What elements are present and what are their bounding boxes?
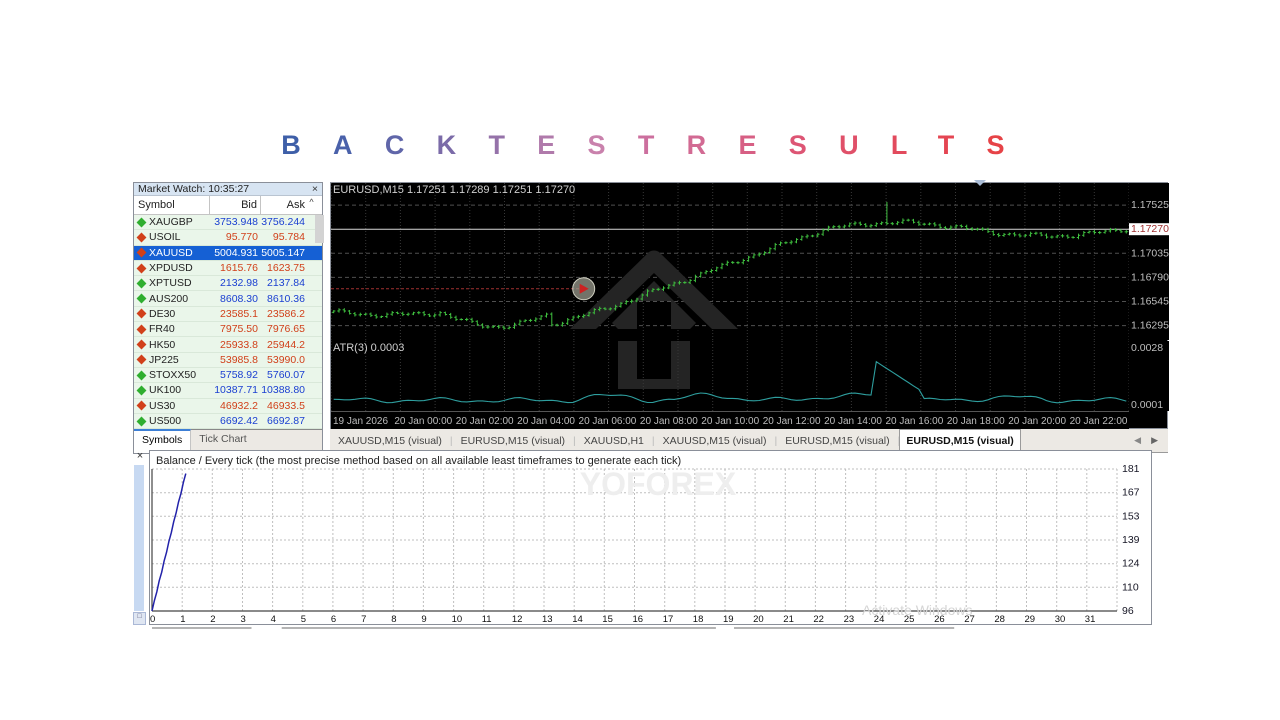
svg-text:17: 17 (663, 614, 674, 625)
svg-text:28: 28 (994, 614, 1005, 625)
svg-text:3: 3 (241, 614, 246, 625)
svg-text:20 Jan 14:00: 20 Jan 14:00 (824, 416, 882, 427)
svg-text:167: 167 (1122, 487, 1140, 499)
svg-text:10: 10 (452, 614, 463, 625)
svg-text:7: 7 (361, 614, 366, 625)
svg-text:20 Jan 22:00: 20 Jan 22:00 (1070, 416, 1128, 427)
svg-text:1.16295: 1.16295 (1131, 320, 1169, 332)
svg-text:1.17270: 1.17270 (1131, 223, 1169, 235)
svg-text:124: 124 (1122, 558, 1140, 570)
svg-text:20 Jan 02:00: 20 Jan 02:00 (456, 416, 514, 427)
svg-text:22: 22 (813, 614, 824, 625)
svg-text:29: 29 (1025, 614, 1036, 625)
svg-text:2: 2 (210, 614, 215, 625)
svg-text:20 Jan 12:00: 20 Jan 12:00 (763, 416, 821, 427)
svg-text:20 Jan 10:00: 20 Jan 10:00 (701, 416, 759, 427)
svg-text:0: 0 (150, 614, 155, 625)
svg-text:110: 110 (1122, 581, 1139, 593)
svg-text:ATR(3) 0.0003: ATR(3) 0.0003 (333, 342, 404, 354)
svg-text:8: 8 (391, 614, 396, 625)
svg-text:13: 13 (542, 614, 553, 625)
svg-text:Activate Windows: Activate Windows (862, 602, 972, 618)
svg-text:9: 9 (421, 614, 426, 625)
svg-text:1: 1 (180, 614, 185, 625)
svg-text:30: 30 (1055, 614, 1066, 625)
svg-text:20 Jan 04:00: 20 Jan 04:00 (517, 416, 575, 427)
svg-text:6: 6 (331, 614, 336, 625)
svg-text:1.16790: 1.16790 (1131, 271, 1169, 283)
svg-text:20 Jan 00:00: 20 Jan 00:00 (394, 416, 452, 427)
svg-text:11: 11 (482, 614, 492, 625)
svg-text:19: 19 (723, 614, 734, 625)
svg-text:96: 96 (1122, 605, 1134, 617)
svg-text:0.0028: 0.0028 (1131, 342, 1163, 354)
svg-text:153: 153 (1122, 510, 1140, 522)
svg-text:16: 16 (633, 614, 644, 625)
svg-text:21: 21 (783, 614, 794, 625)
svg-text:181: 181 (1122, 463, 1140, 475)
svg-text:12: 12 (512, 614, 523, 625)
svg-text:31: 31 (1085, 614, 1096, 625)
svg-text:20 Jan 06:00: 20 Jan 06:00 (579, 416, 637, 427)
svg-text:23: 23 (844, 614, 855, 625)
svg-text:1.16545: 1.16545 (1131, 296, 1169, 308)
svg-text:5: 5 (301, 614, 306, 625)
svg-text:20 Jan 20:00: 20 Jan 20:00 (1008, 416, 1066, 427)
svg-text:14: 14 (572, 614, 583, 625)
svg-text:139: 139 (1122, 534, 1140, 546)
svg-text:19 Jan 2026: 19 Jan 2026 (333, 416, 388, 427)
svg-text:0.0001: 0.0001 (1131, 399, 1163, 411)
svg-text:20 Jan 08:00: 20 Jan 08:00 (640, 416, 698, 427)
svg-text:1.17525: 1.17525 (1131, 199, 1169, 211)
svg-text:EURUSD,M15 1.17251 1.17289 1.: EURUSD,M15 1.17251 1.17289 1.17251 1.172… (333, 184, 575, 196)
svg-text:YOFOREX: YOFOREX (580, 466, 737, 502)
svg-text:18: 18 (693, 614, 704, 625)
svg-text:20: 20 (753, 614, 764, 625)
svg-text:1.17035: 1.17035 (1131, 247, 1169, 259)
svg-text:4: 4 (271, 614, 276, 625)
svg-text:15: 15 (602, 614, 613, 625)
svg-text:20 Jan 16:00: 20 Jan 16:00 (885, 416, 943, 427)
svg-text:20 Jan 18:00: 20 Jan 18:00 (947, 416, 1005, 427)
